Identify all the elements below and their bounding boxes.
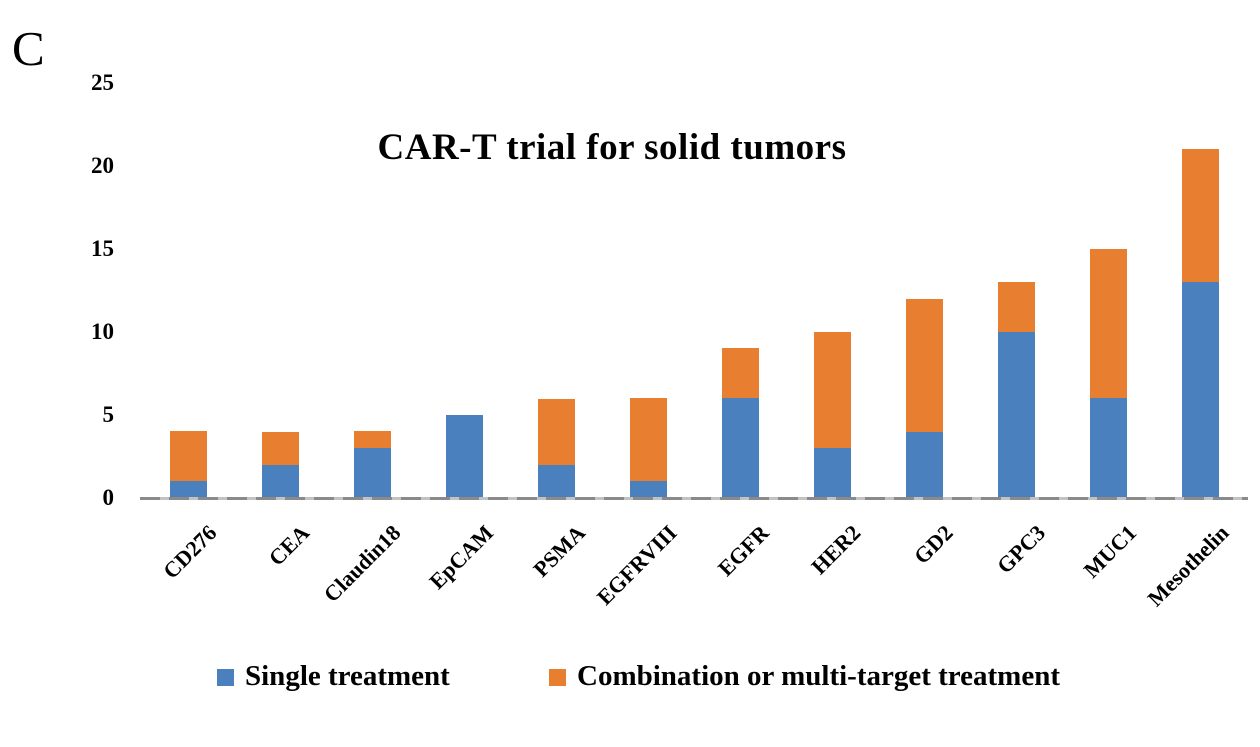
x-axis-label: GPC3 <box>991 520 1050 579</box>
bar-segment <box>537 399 575 465</box>
bar-group <box>1089 249 1127 498</box>
x-axis-label: CD276 <box>158 520 222 584</box>
y-axis-tick-label: 5 <box>102 402 115 427</box>
bar-segment <box>261 432 299 465</box>
bar-segment <box>905 299 943 432</box>
bar-segment <box>813 332 851 448</box>
y-axis-tick-label: 25 <box>91 70 114 95</box>
bar-segment <box>1089 249 1127 398</box>
bar-segment <box>997 282 1035 332</box>
x-axis-label: EGFRVIII <box>591 520 682 610</box>
legend-label-combination-treatment: Combination or multi-target treatment <box>577 659 1060 692</box>
bar-group <box>721 348 759 498</box>
bar-group <box>261 432 299 498</box>
bar-segment <box>1181 282 1219 498</box>
panel-label: C <box>12 21 45 76</box>
bar-group <box>537 399 575 498</box>
y-axis-tick-label: 0 <box>102 485 115 510</box>
bar-group <box>997 282 1035 498</box>
bar-segment <box>905 432 943 498</box>
bar-segment <box>997 332 1035 498</box>
bar-group <box>169 431 207 498</box>
x-axis-label: MUC1 <box>1079 520 1142 583</box>
bar-group <box>629 398 667 498</box>
chart-title: CAR-T trial for solid tumors <box>377 127 847 168</box>
y-axis-tick-label: 10 <box>91 319 114 344</box>
bar-segment <box>1181 149 1219 282</box>
x-axis-label: EpCAM <box>423 520 498 594</box>
bar-group <box>905 299 943 498</box>
x-axis-labels: CD276 CEA Claudin18 EpCAM PSMA EGFRVIII EGFR HE… <box>142 500 1246 650</box>
x-axis-label: HER2 <box>806 520 866 580</box>
x-axis-label: EGFR <box>712 520 774 581</box>
x-axis-label: GD2 <box>908 520 958 569</box>
bar-group <box>353 431 391 498</box>
y-axis-tick-label: 15 <box>91 236 114 261</box>
bar-segment <box>813 448 851 498</box>
bar-segment <box>169 431 207 481</box>
bar-segment <box>169 481 207 498</box>
legend: Single treatment Combination or multi-ta… <box>0 654 1260 698</box>
bar-segment <box>721 398 759 498</box>
bar-segment <box>1089 398 1127 498</box>
bar-segment <box>445 415 483 498</box>
x-axis-label: PSMA <box>527 520 590 582</box>
y-axis-tick-label: 20 <box>91 153 114 178</box>
bar-group <box>813 332 851 498</box>
bar-segment <box>537 465 575 498</box>
bar-segment <box>629 481 667 498</box>
plot-area <box>142 83 1246 498</box>
legend-item-combination-treatment: Combination or multi-target treatment <box>549 654 1060 698</box>
x-axis-label: Claudin18 <box>318 520 406 607</box>
bar-segment <box>353 448 391 498</box>
bar-segment <box>261 465 299 498</box>
x-axis-label: CEA <box>263 520 314 571</box>
legend-swatch-single-treatment-icon <box>217 668 234 686</box>
bar-segment <box>721 348 759 398</box>
legend-swatch-combination-treatment-icon <box>549 668 566 686</box>
x-axis-label: Mesothelin <box>1142 520 1234 612</box>
bar-group <box>445 415 483 498</box>
legend-label-single-treatment: Single treatment <box>245 659 450 692</box>
bar-group <box>1181 149 1219 498</box>
bar-segment <box>629 398 667 481</box>
legend-item-single-treatment: Single treatment <box>217 654 450 698</box>
bar-segment <box>353 431 391 448</box>
x-axis-line <box>140 497 1248 500</box>
